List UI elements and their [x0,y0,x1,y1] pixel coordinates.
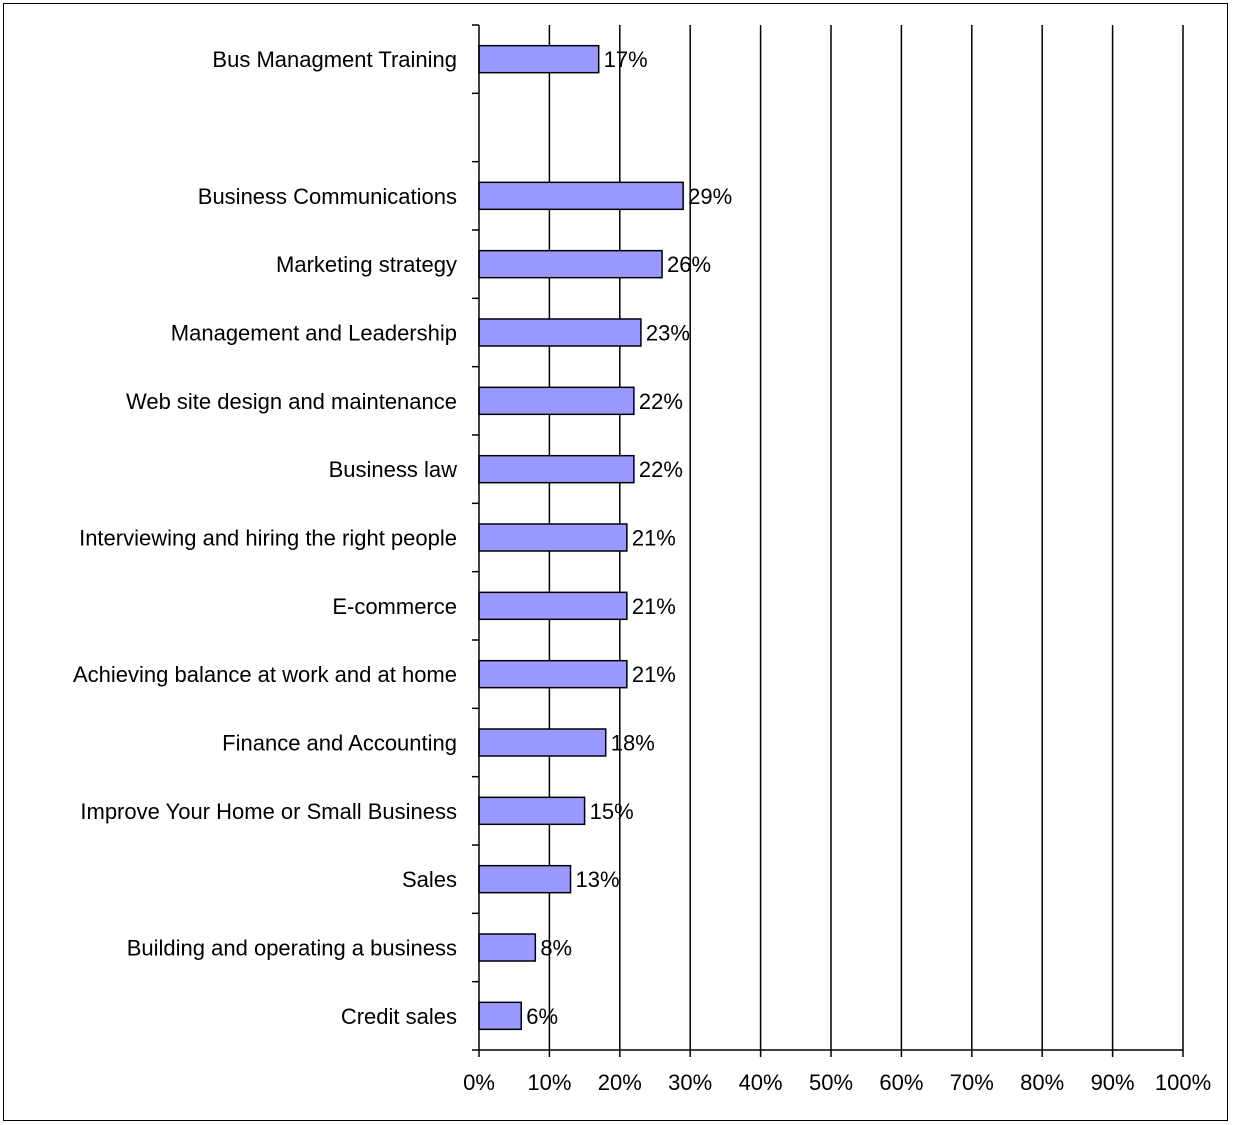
x-tick-label: 50% [809,1070,853,1095]
category-label: Web site design and maintenance [126,389,457,414]
bar [478,44,600,74]
x-tick-label: 20% [598,1070,642,1095]
value-labels: 17% 29% 26% 23% 22% 22% 21% 21% 21% 18% 15% 13% 8% 6% [526,47,732,1029]
value-label: 29% [688,184,732,209]
x-tick-label: 90% [1091,1070,1135,1095]
bar [478,386,635,416]
x-tick-label: 70% [950,1070,994,1095]
value-label: 22% [639,457,683,482]
value-label: 22% [639,389,683,414]
bar [478,249,663,279]
category-label: Finance and Accounting [222,731,457,756]
value-label: 18% [611,731,655,756]
category-label: Business Communications [198,184,457,209]
bar [478,181,684,211]
bar [478,318,642,347]
category-labels: Bus Managment Training Business Communica… [73,47,457,1029]
value-label: 17% [604,47,648,72]
bars [478,44,684,1031]
bar [478,591,628,621]
x-tick-label: 0% [463,1070,495,1095]
category-label: Improve Your Home or Small Business [80,799,457,824]
bar [478,523,628,552]
category-label: Marketing strategy [276,252,457,277]
x-tick-label: 30% [668,1070,712,1095]
value-label: 21% [632,594,676,619]
bar [478,659,628,689]
category-label: Building and operating a business [127,936,457,961]
category-label: Sales [402,867,457,892]
bar [478,454,635,484]
value-label: 26% [667,252,711,277]
axes [472,24,1184,1057]
bar [478,728,607,757]
x-tick-label: 40% [739,1070,783,1095]
x-tick-label: 60% [879,1070,923,1095]
x-tick-label: 80% [1020,1070,1064,1095]
category-label: Business law [329,457,458,482]
x-tick-label: 10% [527,1070,571,1095]
value-label: 23% [646,321,690,346]
category-label: Bus Managment Training [212,47,457,72]
bar [478,933,537,962]
bar [478,796,586,826]
bar [478,1001,522,1031]
x-tick-labels: 0% 10% 20% 30% 40% 50% 60% 70% 80% 90% 100% [463,1070,1211,1095]
value-label: 8% [540,936,572,961]
x-tick-label: 100% [1155,1070,1211,1095]
category-label: Credit sales [341,1004,457,1029]
category-label: E-commerce [332,594,457,619]
value-label: 13% [576,867,620,892]
category-label: Achieving balance at work and at home [73,662,457,687]
value-label: 6% [526,1004,558,1029]
value-label: 15% [590,799,634,824]
bar [478,864,572,894]
value-label: 21% [632,662,676,687]
category-label: Management and Leadership [171,321,457,346]
category-label: Interviewing and hiring the right people [79,526,457,551]
value-label: 21% [632,526,676,551]
